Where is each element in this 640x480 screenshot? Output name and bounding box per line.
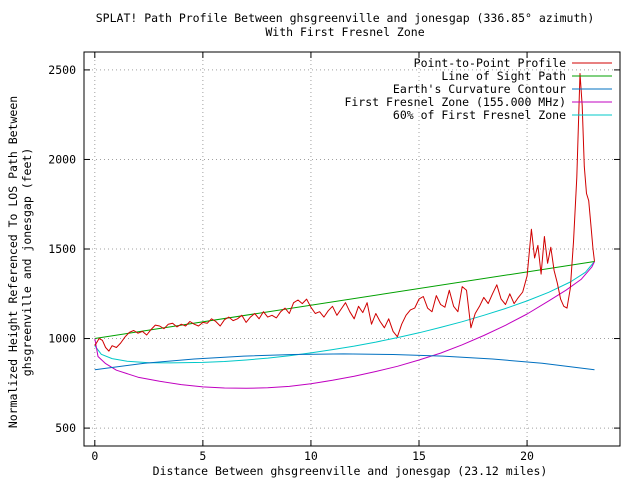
grid	[84, 52, 620, 446]
x-axis-label: Distance Between ghsgreenville and jones…	[153, 464, 548, 478]
y-tick-label: 1500	[48, 242, 76, 256]
fresnel-zone-line	[94, 261, 595, 389]
x-tick-label: 20	[520, 449, 534, 463]
y-axis-label-line2: ghsgreenville and jonesgap (feet)	[20, 148, 34, 376]
y-tick-label: 1000	[48, 332, 76, 346]
y-tick-label: 500	[55, 421, 76, 435]
x-tick-label: 0	[91, 449, 98, 463]
y-tick-label: 2000	[48, 152, 76, 166]
profile-line	[94, 73, 595, 352]
y-tick-label: 2500	[48, 63, 76, 77]
x-tick-label: 15	[412, 449, 426, 463]
y-axis-label-line1: Normalized Height Referenced To LOS Path…	[6, 96, 20, 428]
axis-ticks: 0 5 10 15 20 500 1000 1500 2000 2500	[48, 52, 620, 463]
chart-subtitle: With First Fresnel Zone	[265, 25, 424, 39]
legend-label: Earth's Curvature Contour	[393, 82, 566, 96]
x-tick-label: 10	[304, 449, 318, 463]
legend-label: Point-to-Point Profile	[414, 56, 566, 70]
legend-label: 60% of First Fresnel Zone	[393, 108, 566, 122]
line-of-sight-line	[94, 261, 595, 339]
chart-title: SPLAT! Path Profile Between ghsgreenvill…	[96, 11, 595, 25]
legend-label: Line of Sight Path	[441, 69, 566, 83]
series-lines	[94, 73, 595, 389]
fresnel-60-line	[94, 261, 595, 364]
legend-label: First Fresnel Zone (155.000 MHz)	[344, 95, 566, 109]
earth-curvature-line	[94, 353, 595, 371]
x-tick-label: 5	[199, 449, 206, 463]
